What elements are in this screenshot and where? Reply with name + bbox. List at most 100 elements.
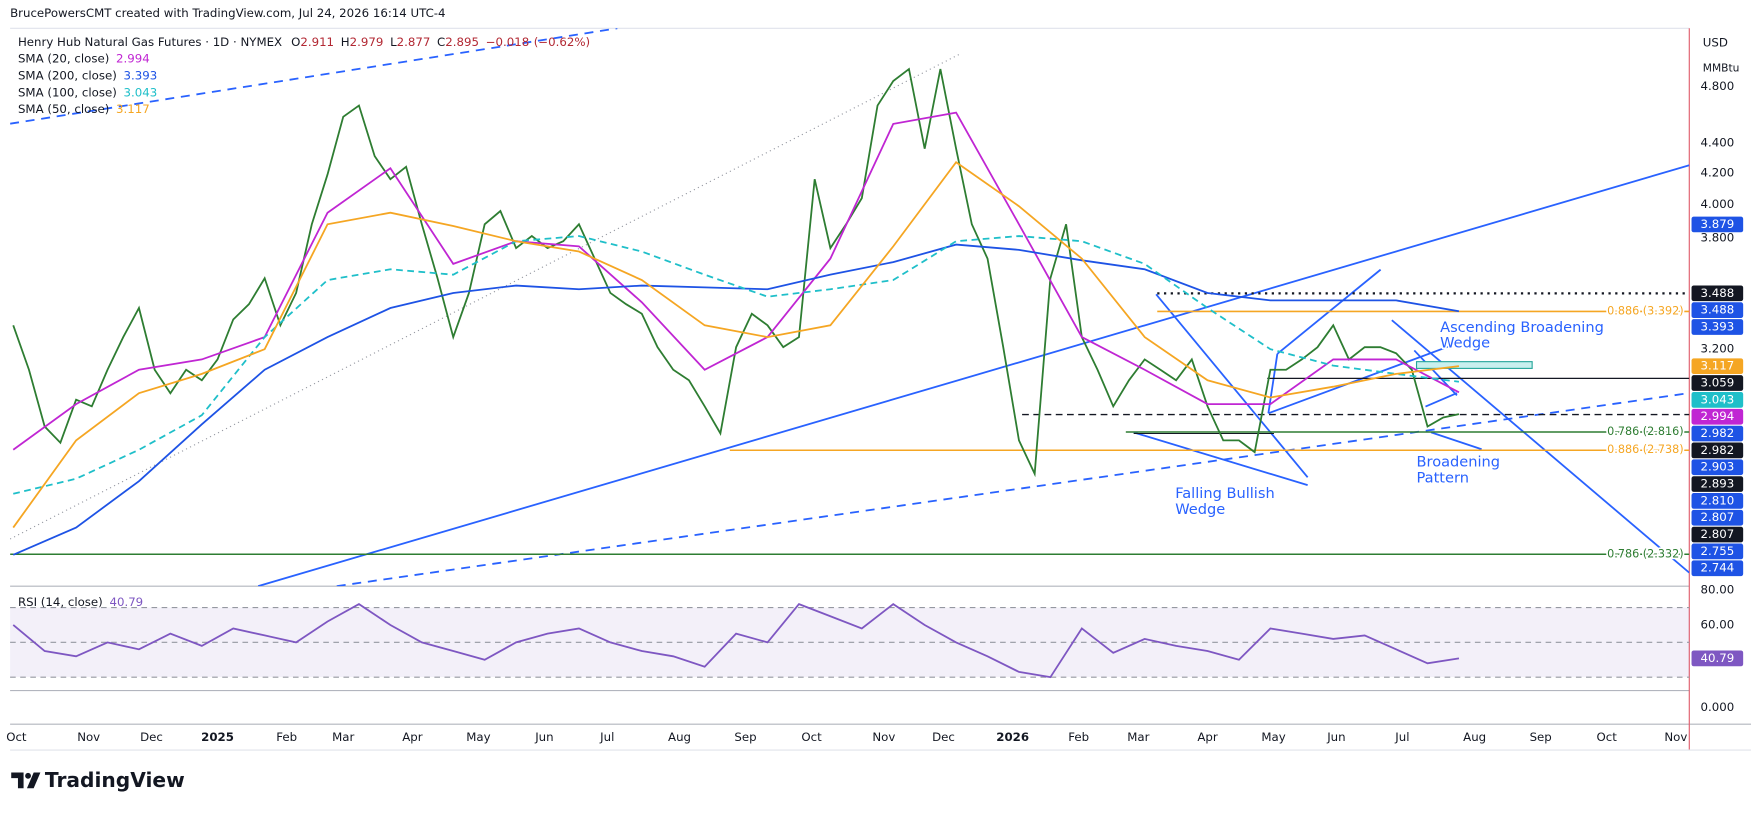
y-tick-label: 4.800 — [1701, 79, 1735, 93]
x-tick-label: Dec — [932, 730, 955, 744]
rsi-tick-label: 60.00 — [1701, 617, 1735, 631]
price-label-box — [1691, 425, 1744, 442]
y-tick-label: 3.200 — [1701, 342, 1735, 356]
sma-line — [12, 243, 1460, 556]
fib-label: 0.886 (3.392) — [1607, 304, 1684, 317]
ohlc-key: L — [390, 34, 397, 48]
wedge-line — [1133, 431, 1308, 486]
price-label: 2.744 — [1701, 561, 1735, 575]
sma-line — [12, 111, 1460, 451]
x-tick-label: May — [1261, 730, 1285, 744]
annotation: Wedge — [1175, 501, 1225, 518]
price-label: 2.982 — [1701, 426, 1735, 440]
price-label: 3.488 — [1701, 303, 1735, 317]
pattern-line — [1425, 392, 1458, 408]
price-label-box — [1691, 319, 1744, 335]
credit: BrucePowersCMT created with TradingView.… — [10, 6, 445, 20]
legend-name: SMA (50, close) — [18, 102, 109, 116]
price-label: 2.810 — [1701, 493, 1735, 507]
logo-mark — [11, 772, 41, 789]
price-label-box — [1691, 442, 1744, 459]
price-label-box — [1691, 358, 1744, 375]
price-label: 2.903 — [1701, 460, 1735, 474]
x-tick-label: Sep — [734, 730, 756, 744]
price-label: 3.043 — [1701, 392, 1735, 406]
x-tick-label: 2025 — [201, 730, 234, 744]
price-label: 3.879 — [1701, 217, 1735, 231]
price-label: 3.488 — [1701, 286, 1735, 300]
price-label-box — [1691, 543, 1744, 560]
price-label: 2.807 — [1701, 510, 1735, 524]
y-tick-label: 4.200 — [1701, 165, 1735, 179]
price-line — [12, 67, 1460, 478]
fib-label: 0.786 (2.816) — [1607, 425, 1684, 438]
fib-label: 0.886 (2.738) — [1607, 443, 1684, 456]
x-tick-label: Jun — [534, 730, 553, 744]
plot — [10, 67, 1690, 556]
legend-value: 3.393 — [124, 68, 158, 82]
change: −0.018 — [486, 34, 530, 48]
price-label-box — [1691, 285, 1744, 302]
ohlc-value: 2.877 — [397, 34, 431, 48]
unit: MMBtu — [1703, 62, 1740, 75]
trendline — [10, 28, 618, 125]
legend-entry: SMA (50, close) 3.117 — [18, 102, 150, 116]
price-label: 2.982 — [1701, 443, 1735, 457]
price-label-box — [1691, 392, 1744, 408]
x-tick-label: Mar — [332, 730, 354, 744]
zone — [1415, 361, 1533, 369]
rsi-legend: RSI (14, close) 40.79 — [18, 594, 143, 608]
currency: USD — [1703, 35, 1728, 49]
change-pct: (−0.62%) — [534, 34, 590, 48]
x-tick-label: Nov — [872, 730, 895, 744]
fib-label: 0.786 (2.332) — [1607, 547, 1684, 560]
annotation: Ascending Broadening — [1440, 319, 1604, 336]
ohlc-value: 2.895 — [445, 34, 479, 48]
x-tick-label: Jun — [1326, 730, 1345, 744]
extra-tick-label: 0.000 — [1701, 700, 1735, 714]
trendline — [257, 164, 1690, 587]
y-tick-label: 4.400 — [1701, 135, 1735, 149]
legend-entry: SMA (200, close) 3.393 — [18, 68, 157, 82]
wedge-line — [1155, 293, 1309, 478]
price-label-box — [1691, 476, 1744, 492]
legend-name: SMA (200, close) — [18, 68, 117, 82]
pattern-line — [1430, 431, 1482, 451]
price-label-box — [1691, 509, 1744, 526]
x-tick-label: Apr — [1197, 730, 1218, 744]
x-tick-label: Apr — [402, 730, 423, 744]
legend-name: SMA (20, close) — [18, 51, 109, 65]
x-tick-label: Aug — [668, 730, 691, 744]
price-label: 3.117 — [1701, 359, 1735, 373]
logo: TradingView — [11, 768, 185, 792]
ohlc-value: 2.911 — [300, 34, 334, 48]
price-label-box — [1691, 408, 1744, 425]
price-label-box — [1691, 493, 1744, 509]
x-tick-label: Nov — [77, 730, 100, 744]
x-tick-label: Jul — [599, 730, 614, 744]
legend-value: 3.117 — [116, 102, 150, 116]
legend-value: 2.994 — [116, 51, 150, 65]
rsi-title: RSI (14, close) — [18, 594, 103, 608]
price-label-box — [1691, 526, 1744, 543]
legend-name: SMA (100, close) — [18, 85, 117, 99]
ohlc-key: C — [437, 34, 445, 48]
x-tick-label: Oct — [1597, 730, 1618, 744]
x-tick-label: Oct — [6, 730, 27, 744]
annotation: Broadening — [1417, 454, 1501, 471]
annotation: Pattern — [1417, 469, 1469, 486]
annotation: Wedge — [1440, 335, 1490, 352]
price-label: 2.994 — [1701, 409, 1735, 423]
price-label-box — [1691, 459, 1744, 476]
y-tick-label: 4.000 — [1701, 197, 1735, 211]
legend-title: Henry Hub Natural Gas Futures · 1D · NYM… — [18, 34, 590, 48]
price-label-box — [1691, 216, 1744, 233]
price-label-box — [1691, 302, 1744, 319]
logo-dot — [25, 772, 31, 779]
price-label-box — [1691, 560, 1744, 577]
ohlc-key: H — [341, 34, 350, 48]
x-tick-label: Jul — [1394, 730, 1409, 744]
